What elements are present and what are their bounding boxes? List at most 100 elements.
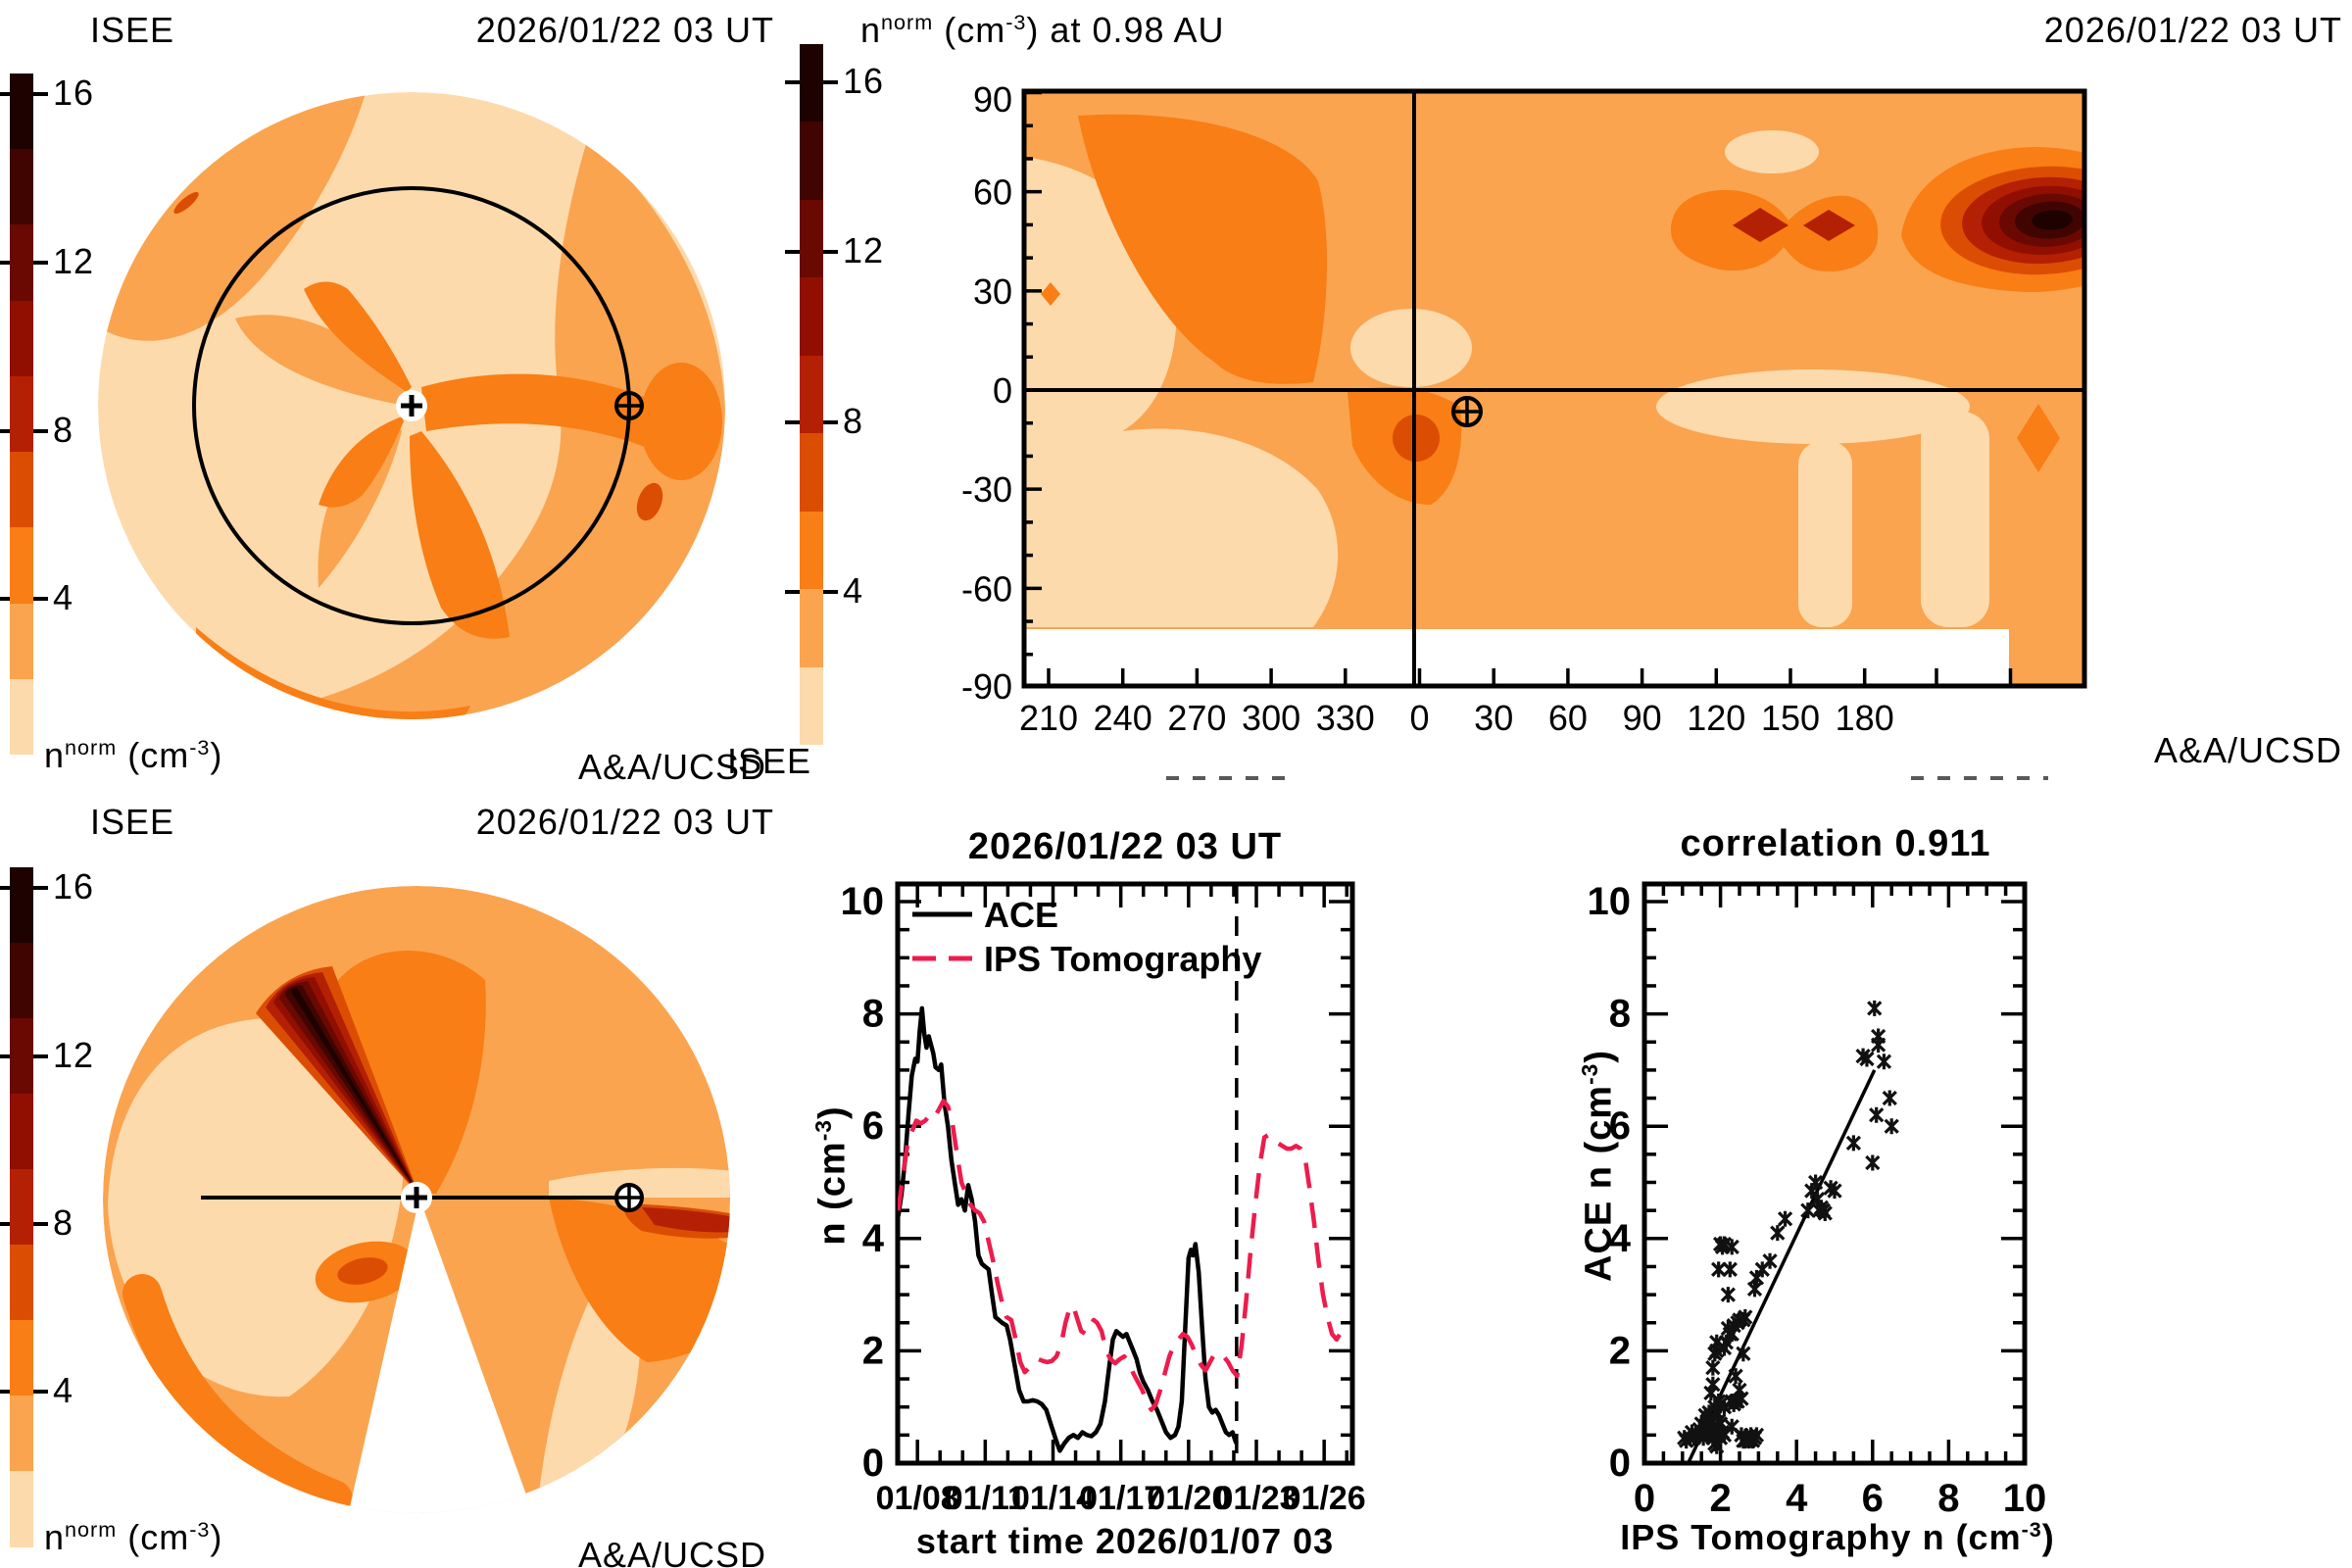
colorbar-tick [0, 597, 10, 602]
scatter-points [1677, 1000, 1899, 1454]
clipped-text-fragment [1166, 776, 1294, 780]
colorbar-tick [823, 80, 838, 84]
legend-ips-label: IPS Tomography [984, 939, 1261, 979]
colorbar-segment [10, 678, 33, 756]
colorbar-segment [10, 375, 33, 453]
missing-data-wedge [345, 1198, 537, 1513]
sc-y-tick-label: 4 [1609, 1217, 1632, 1260]
map-y-tick-label: -30 [961, 469, 1012, 510]
sc-y-tick-label: 8 [1609, 993, 1631, 1036]
sc-y-tick-label: 10 [1588, 880, 1632, 923]
data-point-marker [1762, 1252, 1778, 1269]
colorbar-segment [10, 300, 33, 377]
data-point-marker [1859, 1051, 1875, 1067]
colorbar-units-ecliptic: nnorm (cm-3) [44, 735, 223, 775]
colorbar-tick-label: 12 [53, 1034, 95, 1075]
timeseries-ylabel: n (cm-3) [809, 1105, 854, 1246]
ts-x-tick-label: 01/17 [1079, 1480, 1162, 1517]
colorbar-segment [800, 122, 823, 201]
data-point-marker [1722, 1261, 1738, 1278]
colorbar-map: 4 8 12 16 [785, 44, 883, 746]
data-point-marker [1865, 1154, 1881, 1171]
map-x-tick-label: 120 [1687, 698, 1745, 738]
colorbar-tick [785, 250, 800, 255]
colorbar-ecliptic: 4 8 12 16 [0, 73, 93, 756]
ts-y-tick-label: 0 [862, 1442, 884, 1485]
ts-y-tick-label: 2 [862, 1329, 884, 1372]
map-y-tick-label: -60 [961, 568, 1012, 609]
data-point-marker [1711, 1261, 1727, 1278]
timeseries-xlabel: start time 2026/01/07 03 [915, 1521, 1335, 1561]
map-y-tick-label: 0 [993, 370, 1012, 411]
data-point-marker [1845, 1135, 1862, 1152]
colorbar-tick-label: 12 [843, 230, 885, 271]
credit-meridional: A&A/UCSD [578, 1535, 767, 1568]
colorbar-segment [800, 355, 823, 434]
sc-x-tick-label: 4 [1786, 1477, 1808, 1520]
meridional-density-contours [103, 886, 730, 1513]
data-point-marker [1724, 1239, 1740, 1255]
colorbar-segment [10, 867, 33, 944]
colorbar-segment [10, 1169, 33, 1246]
ts-y-tick-label: 6 [862, 1104, 884, 1148]
map-axes: 210 240 270 300 330 0 30 60 90 120 150 1809060300-3… [961, 79, 2013, 738]
colorbar-tick [823, 419, 838, 424]
scatter-xlabel: IPS Tomography n (cm-3) [1620, 1517, 2055, 1557]
data-point-marker [1705, 1376, 1721, 1393]
data-point-marker [1738, 1309, 1753, 1326]
ts-x-tick-label: 01/14 [1011, 1480, 1095, 1517]
source-label-map: ISEE [727, 741, 812, 781]
earth-marker [614, 391, 644, 420]
carrington-density-map: 210 240 270 300 330 0 30 60 90 120 150 1809060300-3… [961, 79, 2087, 738]
timeseries-plot: 0 2 4 6 8 10 01/0801/1101/1401/1701/2001/2301/… [841, 880, 1366, 1517]
colorbar-segment [10, 149, 33, 225]
colorbar-segment [10, 943, 33, 1019]
colorbar-segment [800, 199, 823, 278]
timestamp-ecliptic: 2026/01/22 03 UT [475, 10, 774, 50]
map-y-tick-label: 90 [973, 79, 1012, 120]
colorbar-tick [33, 1221, 48, 1226]
earth-marker-map [1451, 396, 1483, 427]
colorbar-tick [785, 590, 800, 594]
colorbar-units-meridional: nnorm (cm-3) [44, 1517, 223, 1557]
sc-x-tick-label: 2 [1709, 1477, 1731, 1520]
colorbar-segment [800, 511, 823, 590]
colorbar-tick [785, 80, 800, 84]
colorbar-tick-label: 16 [843, 61, 885, 101]
colorbar-tick [823, 250, 838, 255]
map-x-tick-label: 240 [1094, 698, 1152, 738]
colorbar-segment [800, 666, 823, 746]
scatter-ylabel: ACE n (cm-3) [1576, 1049, 1620, 1283]
map-x-tick-label: 60 [1548, 698, 1588, 738]
colorbar-tick-label: 4 [843, 570, 864, 611]
map-x-tick-label: 300 [1242, 698, 1300, 738]
colorbar-tick [0, 1054, 10, 1058]
colorbar-tick [785, 419, 800, 424]
clipped-text-fragment [1911, 776, 2048, 780]
data-point-marker [1736, 1346, 1751, 1362]
colorbar-segment [800, 44, 823, 122]
data-point-marker [1734, 1391, 1749, 1407]
sc-x-tick-label: 8 [1937, 1477, 1959, 1520]
map-x-tick-label: 30 [1474, 698, 1513, 738]
colorbar-segment [800, 589, 823, 668]
colorbar-tick-label: 4 [53, 577, 74, 618]
data-point-marker [1867, 1000, 1883, 1016]
data-point-marker [1870, 1028, 1886, 1045]
map-title: nnorm (cm-3) at 0.98 AU [860, 10, 1225, 50]
colorbar-tick [33, 1054, 48, 1058]
ts-x-tick-label: 01/08 [876, 1480, 959, 1517]
data-point-marker [1777, 1210, 1793, 1227]
earth-marker-meridional [614, 1183, 644, 1212]
ecliptic-density-contours [98, 92, 725, 719]
colorbar-segment [800, 433, 823, 513]
map-x-tick-label: 150 [1761, 698, 1820, 738]
colorbar-tick [0, 261, 10, 266]
data-point-marker [1728, 1368, 1743, 1385]
colorbar-tick-label: 4 [53, 1369, 74, 1410]
data-point-marker [1770, 1225, 1786, 1242]
ts-y-tick-label: 8 [862, 993, 884, 1036]
colorbar-segment [10, 224, 33, 302]
colorbar-segment [800, 277, 823, 357]
sun-marker [396, 390, 427, 421]
